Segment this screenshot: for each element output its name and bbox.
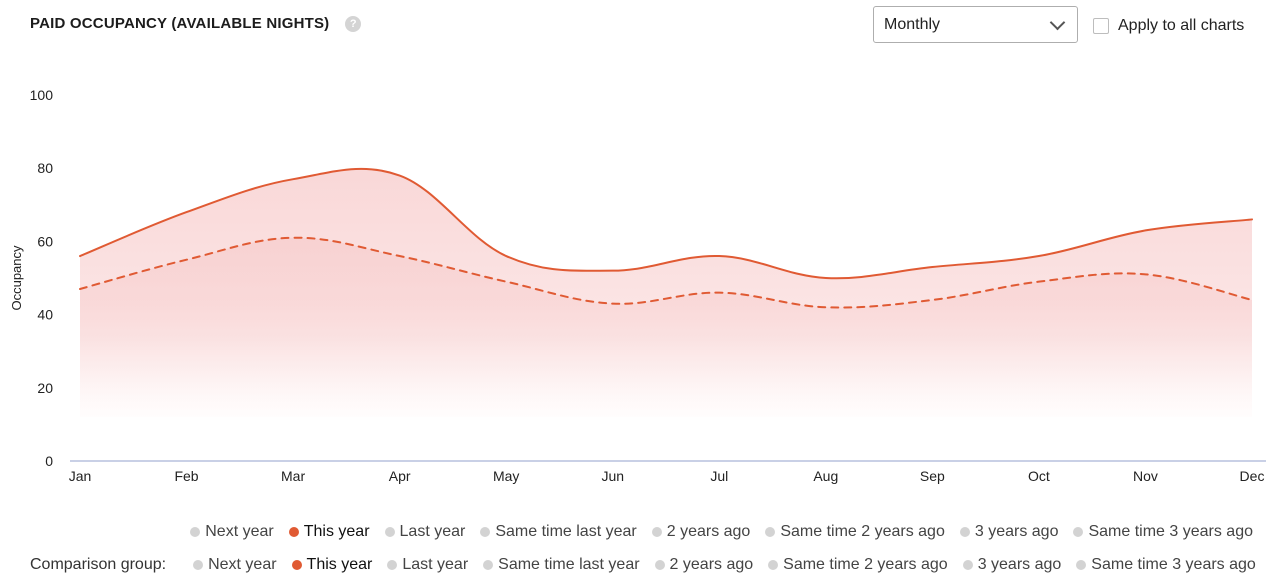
legend-item-label: Same time 3 years ago xyxy=(1091,556,1256,573)
x-tick-label: Nov xyxy=(1133,468,1158,484)
legend-item-label: Same time last year xyxy=(495,523,637,540)
apply-to-all-charts[interactable]: Apply to all charts xyxy=(1093,17,1244,35)
apply-all-checkbox[interactable] xyxy=(1093,18,1109,34)
x-tick-label: Apr xyxy=(389,468,411,484)
x-tick-label: Sep xyxy=(920,468,945,484)
legend-dot-icon xyxy=(288,527,299,537)
legend-dot-icon xyxy=(480,527,491,537)
legend-item[interactable]: Same time last year xyxy=(483,556,640,574)
legend-dot-icon xyxy=(1073,527,1084,537)
legend-item-label: Last year xyxy=(399,523,466,540)
legend-item-label: Last year xyxy=(402,556,469,573)
legend-item[interactable]: Same time last year xyxy=(480,523,637,541)
legend-dot-icon xyxy=(962,560,973,570)
legend-item-label: 2 years ago xyxy=(669,556,754,573)
occupancy-chart: 0 20 40 60 80 100 Jan Feb Mar Apr May Jun Jul Aug Sep… xyxy=(9,87,1266,484)
legend-item[interactable]: 3 years ago xyxy=(962,556,1062,574)
y-tick-label: 20 xyxy=(37,380,53,396)
legend-item[interactable]: Same time 2 years ago xyxy=(768,556,948,574)
legend-item-label: 3 years ago xyxy=(974,523,1059,540)
legend-item[interactable]: Same time 3 years ago xyxy=(1076,556,1256,574)
period-select[interactable]: Monthly xyxy=(873,6,1078,43)
y-tick-label: 0 xyxy=(45,453,53,469)
y-tick-label: 80 xyxy=(37,160,53,176)
comparison-series-line[interactable] xyxy=(79,236,1253,309)
legend-dot-icon xyxy=(193,560,204,570)
x-tick-label: Feb xyxy=(174,468,198,484)
legend-item[interactable]: Next year xyxy=(193,556,277,574)
legend-item[interactable]: This year xyxy=(288,523,370,541)
series-lines xyxy=(79,167,1253,309)
legend-item[interactable]: Same time 2 years ago xyxy=(765,523,945,541)
legend: Next year This year Last year Same time las… xyxy=(190,523,1253,541)
legend-item[interactable]: 2 years ago xyxy=(654,556,754,574)
legend-dot-icon xyxy=(651,527,662,537)
y-tick-label: 60 xyxy=(37,233,53,249)
page-title: PAID OCCUPANCY (AVAILABLE NIGHTS) xyxy=(30,15,330,32)
legend-dot-icon xyxy=(291,560,302,570)
legend-dot-icon xyxy=(765,527,776,537)
period-select-value: Monthly xyxy=(884,15,941,33)
legend-item[interactable]: Last year xyxy=(384,523,466,541)
legend-dot-icon xyxy=(654,560,665,570)
comparison-legend: Comparison group: Next year This year Last… xyxy=(30,556,1256,574)
legend-item-label: Same time last year xyxy=(498,556,640,573)
legend-item[interactable]: 2 years ago xyxy=(651,523,751,541)
legend-item-label: Same time 3 years ago xyxy=(1088,523,1253,540)
series-areas xyxy=(80,168,1252,418)
legend-item[interactable]: Last year xyxy=(387,556,468,574)
legend-item-label: This year xyxy=(306,556,373,573)
legend-dot-icon xyxy=(387,560,398,570)
x-tick-label: Jul xyxy=(710,468,728,484)
legend-item-label: Next year xyxy=(205,523,274,540)
x-tick-label: Jan xyxy=(69,468,92,484)
legend-dot-icon xyxy=(384,527,395,537)
legend-dot-icon xyxy=(768,560,779,570)
legend-item-label: Same time 2 years ago xyxy=(783,556,948,573)
x-tick-label: Jun xyxy=(601,468,624,484)
x-axis: Jan Feb Mar Apr May Jun Jul Aug Sep Oct Nov Dec xyxy=(69,460,1266,484)
question-circle-icon[interactable]: ? xyxy=(345,15,362,32)
legend-item[interactable]: 3 years ago xyxy=(959,523,1059,541)
x-tick-label: May xyxy=(493,468,519,484)
legend-dot-icon xyxy=(190,527,201,537)
y-tick-label: 100 xyxy=(30,87,54,103)
legend-item-label: 3 years ago xyxy=(977,556,1062,573)
x-tick-label: Dec xyxy=(1240,468,1265,484)
apply-all-label: Apply to all charts xyxy=(1118,17,1245,34)
y-axis-label: Occupancy xyxy=(9,245,24,311)
legend-dot-icon xyxy=(959,527,970,537)
legend-item[interactable]: Next year xyxy=(190,523,274,541)
legend-item-label: Same time 2 years ago xyxy=(780,523,945,540)
legend-item-label: 2 years ago xyxy=(666,523,751,540)
legend-item-label: This year xyxy=(303,523,370,540)
legend-dot-icon xyxy=(483,560,494,570)
chart-header: PAID OCCUPANCY (AVAILABLE NIGHTS) ? xyxy=(30,15,362,32)
legend-dot-icon xyxy=(1076,560,1087,570)
legend-item[interactable]: Same time 3 years ago xyxy=(1073,523,1253,541)
y-axis: 0 20 40 60 80 100 xyxy=(30,87,54,469)
legend-item-label: Next year xyxy=(208,556,277,573)
x-tick-label: Aug xyxy=(813,468,838,484)
legend-item[interactable]: This year xyxy=(291,556,373,574)
chevron-down-icon xyxy=(1049,14,1066,30)
comparison-group-label: Comparison group: xyxy=(30,556,167,573)
x-tick-label: Oct xyxy=(1028,468,1050,484)
series-area xyxy=(80,237,1252,418)
series-line[interactable] xyxy=(79,167,1253,280)
x-tick-label: Mar xyxy=(281,468,305,484)
y-tick-label: 40 xyxy=(37,307,53,323)
